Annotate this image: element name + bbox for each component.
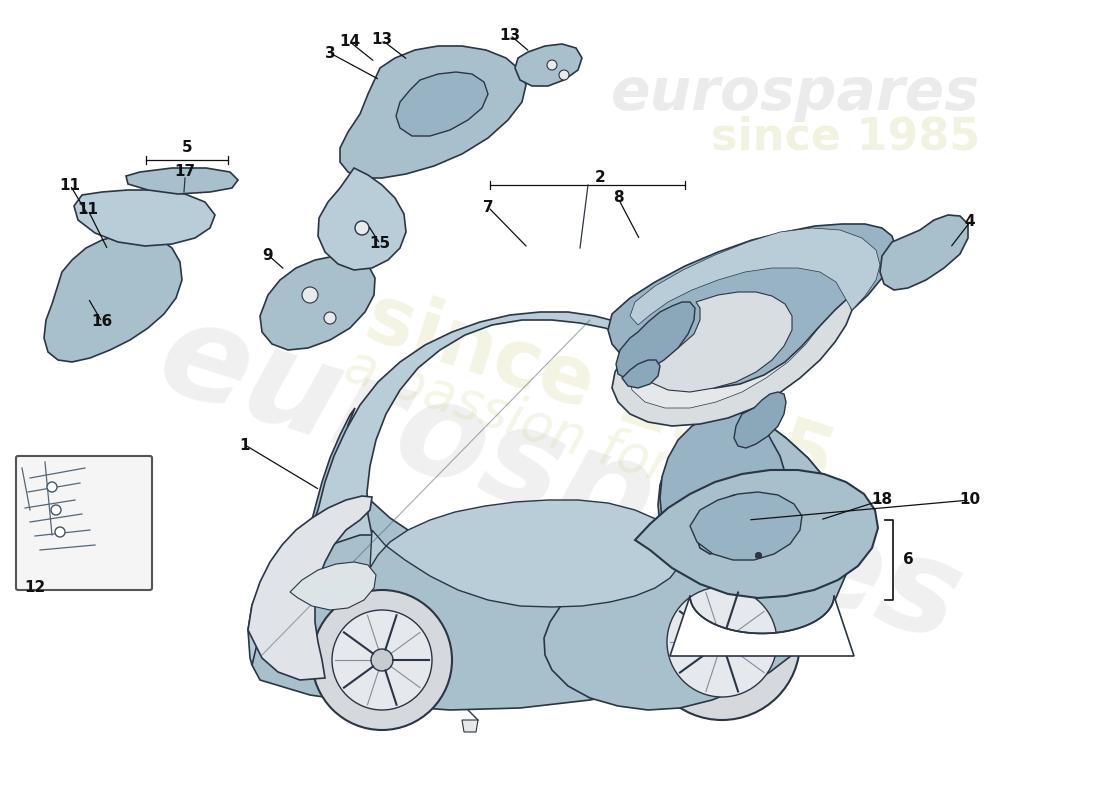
Polygon shape — [370, 500, 680, 607]
Polygon shape — [126, 168, 238, 194]
Circle shape — [51, 505, 60, 515]
Text: 11: 11 — [59, 178, 80, 193]
Circle shape — [547, 60, 557, 70]
Text: 11: 11 — [77, 202, 99, 218]
Circle shape — [667, 587, 777, 697]
Polygon shape — [648, 292, 792, 392]
Text: 10: 10 — [959, 493, 980, 507]
Polygon shape — [630, 228, 880, 325]
Circle shape — [332, 610, 432, 710]
Circle shape — [302, 287, 318, 303]
Text: 18: 18 — [871, 493, 892, 507]
Polygon shape — [318, 168, 406, 270]
Polygon shape — [515, 44, 582, 86]
Polygon shape — [734, 392, 786, 448]
Text: 15: 15 — [370, 237, 390, 251]
Text: 7: 7 — [483, 199, 493, 214]
Text: 14: 14 — [340, 34, 361, 50]
Circle shape — [312, 590, 452, 730]
Polygon shape — [621, 360, 660, 388]
Text: 9: 9 — [263, 247, 273, 262]
Text: 16: 16 — [91, 314, 112, 330]
Polygon shape — [660, 412, 788, 586]
Polygon shape — [44, 234, 182, 362]
Polygon shape — [248, 312, 638, 665]
Text: 6: 6 — [903, 553, 913, 567]
Polygon shape — [340, 46, 526, 178]
Polygon shape — [462, 720, 478, 732]
Circle shape — [47, 482, 57, 492]
Polygon shape — [252, 408, 852, 710]
Circle shape — [559, 70, 569, 80]
Polygon shape — [248, 496, 372, 680]
Text: eurospares: eurospares — [610, 65, 980, 122]
Text: 13: 13 — [372, 33, 393, 47]
FancyBboxPatch shape — [16, 456, 152, 590]
Text: 2: 2 — [595, 170, 605, 186]
Polygon shape — [396, 72, 488, 136]
Polygon shape — [616, 302, 695, 378]
Circle shape — [371, 649, 393, 671]
Polygon shape — [635, 470, 878, 598]
Text: 3: 3 — [324, 46, 336, 61]
Text: since 1985: since 1985 — [356, 278, 844, 502]
Text: eurospares: eurospares — [143, 290, 977, 670]
Text: 1: 1 — [240, 438, 251, 453]
Polygon shape — [544, 410, 852, 710]
Polygon shape — [612, 283, 852, 426]
Text: a passion for parts: a passion for parts — [338, 339, 822, 541]
Text: since 1985: since 1985 — [711, 115, 980, 158]
Circle shape — [710, 630, 734, 654]
Circle shape — [324, 312, 336, 324]
Polygon shape — [260, 256, 375, 350]
Circle shape — [355, 221, 368, 235]
Circle shape — [55, 527, 65, 537]
Text: 8: 8 — [613, 190, 624, 206]
Polygon shape — [880, 215, 968, 290]
Text: 13: 13 — [499, 27, 520, 42]
Text: 12: 12 — [24, 581, 45, 595]
Text: 17: 17 — [175, 165, 196, 179]
Polygon shape — [690, 492, 802, 560]
Polygon shape — [608, 224, 896, 388]
Text: 5: 5 — [182, 141, 192, 155]
Polygon shape — [670, 596, 854, 656]
Text: 4: 4 — [965, 214, 976, 230]
Polygon shape — [290, 562, 376, 610]
Circle shape — [644, 564, 800, 720]
Polygon shape — [696, 495, 756, 554]
Polygon shape — [628, 288, 828, 408]
Polygon shape — [74, 190, 214, 246]
